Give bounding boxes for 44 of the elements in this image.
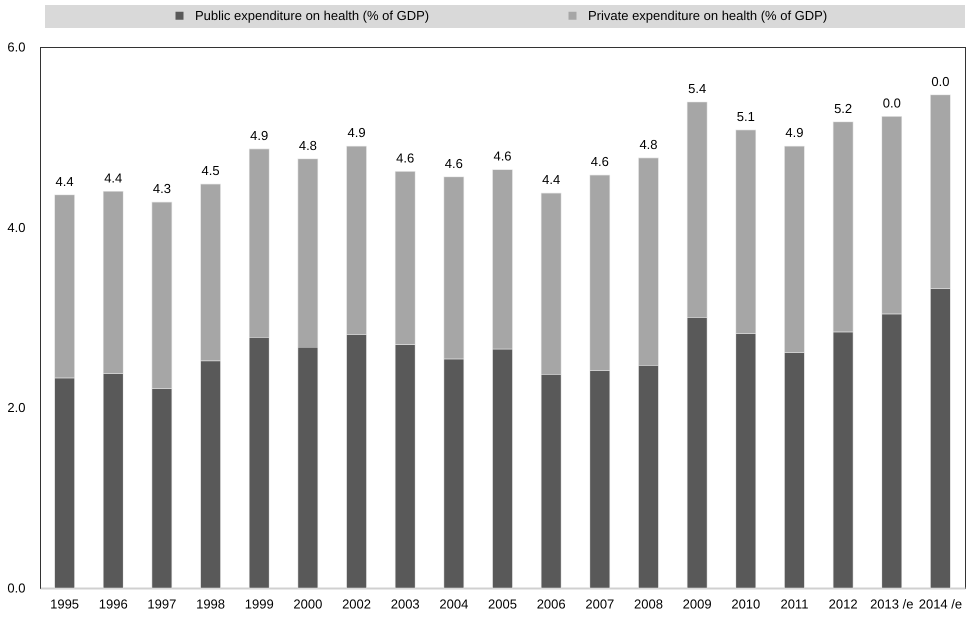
legend-label: Public expenditure on health (% of GDP) xyxy=(195,8,430,23)
total-label: 4.4 xyxy=(56,174,74,189)
total-label: 4.8 xyxy=(298,138,317,153)
x-tick-label: 2006 xyxy=(536,596,566,612)
x-tick-label: 2007 xyxy=(585,596,614,612)
total-label: 4.6 xyxy=(493,148,512,164)
x-tick-label: 2003 xyxy=(390,596,420,612)
total-label: 4.5 xyxy=(202,163,220,178)
total-label: 5.2 xyxy=(834,100,852,116)
x-tick-label: 2004 xyxy=(439,596,468,612)
total-label: 4.9 xyxy=(347,125,366,140)
x-tick-label: 2014 /e xyxy=(918,596,962,612)
annotation: 0.0 xyxy=(931,74,950,89)
total-label: 4.3 xyxy=(152,181,171,196)
total-label: 4.6 xyxy=(444,156,463,171)
x-tick-label: 2002 xyxy=(342,596,371,612)
x-tick-label: 2012 xyxy=(828,596,858,612)
total-label: 5.1 xyxy=(736,108,755,124)
total-label: 4.9 xyxy=(250,128,268,143)
total-label: 4.4 xyxy=(104,170,122,186)
x-tick-label: 2008 xyxy=(634,596,663,612)
y-tick-label: 2.0 xyxy=(7,400,26,416)
x-tick-label: 1998 xyxy=(196,596,226,612)
total-label: 4.9 xyxy=(785,125,804,140)
total-label: 4.6 xyxy=(396,150,414,166)
total-label: 4.4 xyxy=(542,172,560,188)
y-tick-label: 4.0 xyxy=(7,220,26,235)
x-tick-label: 1997 xyxy=(147,596,176,612)
x-tick-label: 2009 xyxy=(682,596,712,612)
x-tick-label: 1995 xyxy=(50,596,80,612)
y-tick-label: 0.0 xyxy=(7,580,26,596)
x-tick-label: 2010 xyxy=(731,596,760,612)
total-label: 5.4 xyxy=(688,81,706,96)
x-tick-label: 1999 xyxy=(244,596,274,612)
x-tick-label: 1996 xyxy=(98,596,128,612)
x-tick-label: 2000 xyxy=(293,596,322,612)
x-tick-label: 2013 /e xyxy=(870,596,914,612)
annotation: 0.0 xyxy=(882,95,901,110)
x-tick-label: 2011 xyxy=(780,596,808,612)
x-tick-label: 2005 xyxy=(488,596,517,612)
y-tick-label: 6.0 xyxy=(7,40,26,54)
total-label: 4.6 xyxy=(590,154,609,170)
legend-label: Private expenditure on health (% of GDP) xyxy=(588,8,828,23)
total-label: 4.8 xyxy=(639,136,658,152)
